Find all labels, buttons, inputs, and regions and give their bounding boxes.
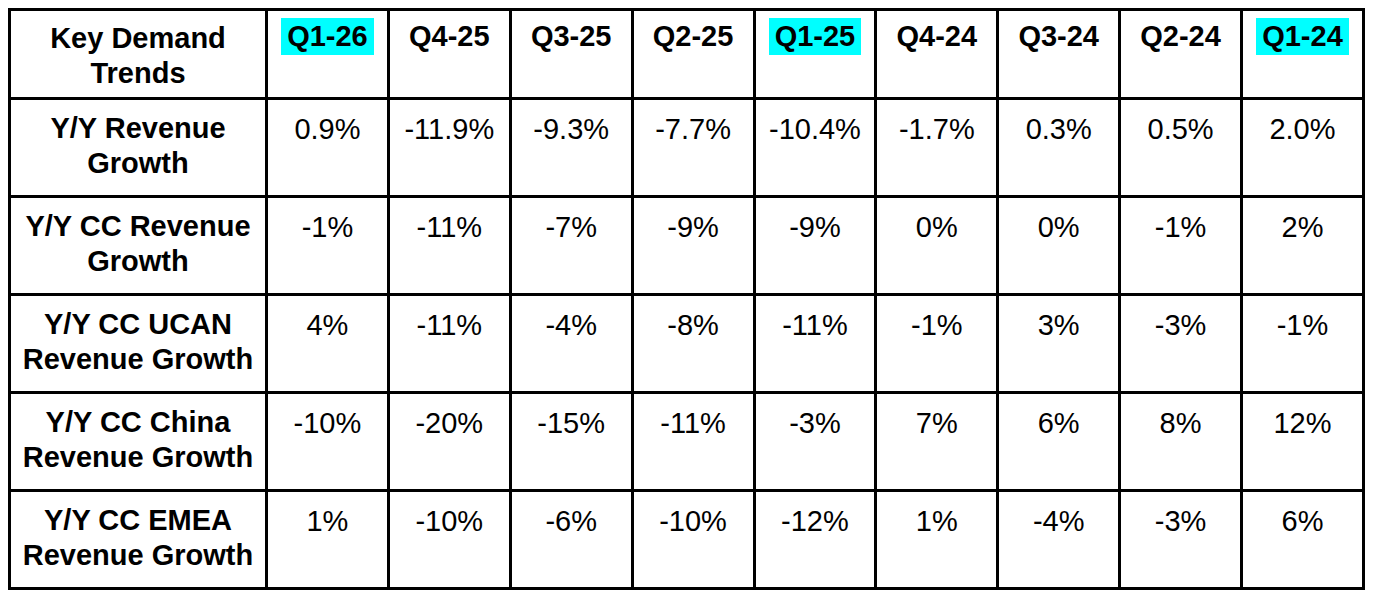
- value-cell: -11%: [754, 295, 876, 393]
- table-row-yy-cc-ucan-revenue-growth: Y/Y CC UCAN Revenue Growth 4% -11% -4% -…: [10, 295, 1364, 393]
- value-cell: 7%: [876, 393, 998, 491]
- column-header-label: Q1-26: [281, 18, 374, 55]
- value-cell: -1%: [267, 197, 389, 295]
- row-label: Y/Y Revenue Growth: [10, 99, 267, 197]
- key-demand-trends-table: Key Demand Trends Q1-26 Q4-25 Q3-25 Q2-2…: [8, 8, 1365, 590]
- table-title-cell: Key Demand Trends: [10, 10, 267, 99]
- column-header-q4-25: Q4-25: [388, 10, 510, 99]
- column-header-q1-26: Q1-26: [267, 10, 389, 99]
- value-cell: 6%: [1242, 491, 1364, 589]
- column-header-label: Q3-24: [1012, 18, 1105, 55]
- value-cell: -11.9%: [388, 99, 510, 197]
- row-label: Y/Y CC EMEA Revenue Growth: [10, 491, 267, 589]
- column-header-q4-24: Q4-24: [876, 10, 998, 99]
- column-header-label: Q1-25: [769, 18, 862, 55]
- table-row-yy-cc-emea-revenue-growth: Y/Y CC EMEA Revenue Growth 1% -10% -6% -…: [10, 491, 1364, 589]
- column-header-q2-24: Q2-24: [1120, 10, 1242, 99]
- column-header-q1-25: Q1-25: [754, 10, 876, 99]
- value-cell: -3%: [1120, 491, 1242, 589]
- column-header-q1-24: Q1-24: [1242, 10, 1364, 99]
- column-header-label: Q1-24: [1256, 18, 1349, 55]
- value-cell: -4%: [510, 295, 632, 393]
- value-cell: 2%: [1242, 197, 1364, 295]
- value-cell: -8%: [632, 295, 754, 393]
- value-cell: 0.5%: [1120, 99, 1242, 197]
- value-cell: -11%: [388, 197, 510, 295]
- table-row-yy-cc-china-revenue-growth: Y/Y CC China Revenue Growth -10% -20% -1…: [10, 393, 1364, 491]
- value-cell: 1%: [876, 491, 998, 589]
- value-cell: 2.0%: [1242, 99, 1364, 197]
- column-header-label: Q4-24: [891, 18, 984, 55]
- value-cell: 3%: [998, 295, 1120, 393]
- table-row-yy-revenue-growth: Y/Y Revenue Growth 0.9% -11.9% -9.3% -7.…: [10, 99, 1364, 197]
- value-cell: -10.4%: [754, 99, 876, 197]
- value-cell: -11%: [388, 295, 510, 393]
- row-label: Y/Y CC UCAN Revenue Growth: [10, 295, 267, 393]
- value-cell: -9.3%: [510, 99, 632, 197]
- header-row: Key Demand Trends Q1-26 Q4-25 Q3-25 Q2-2…: [10, 10, 1364, 99]
- column-header-q2-25: Q2-25: [632, 10, 754, 99]
- value-cell: 6%: [998, 393, 1120, 491]
- value-cell: -6%: [510, 491, 632, 589]
- value-cell: -7.7%: [632, 99, 754, 197]
- value-cell: -1%: [876, 295, 998, 393]
- value-cell: -9%: [754, 197, 876, 295]
- value-cell: -11%: [632, 393, 754, 491]
- column-header-label: Q3-25: [525, 18, 618, 55]
- value-cell: 0.3%: [998, 99, 1120, 197]
- value-cell: 0%: [998, 197, 1120, 295]
- value-cell: -7%: [510, 197, 632, 295]
- column-header-q3-25: Q3-25: [510, 10, 632, 99]
- value-cell: -1%: [1242, 295, 1364, 393]
- column-header-label: Q2-25: [647, 18, 740, 55]
- value-cell: -1%: [1120, 197, 1242, 295]
- table-row-yy-cc-revenue-growth: Y/Y CC Revenue Growth -1% -11% -7% -9% -…: [10, 197, 1364, 295]
- value-cell: 12%: [1242, 393, 1364, 491]
- value-cell: -9%: [632, 197, 754, 295]
- column-header-q3-24: Q3-24: [998, 10, 1120, 99]
- column-header-label: Q4-25: [403, 18, 496, 55]
- value-cell: 0.9%: [267, 99, 389, 197]
- value-cell: -3%: [1120, 295, 1242, 393]
- value-cell: -20%: [388, 393, 510, 491]
- column-header-label: Q2-24: [1134, 18, 1227, 55]
- value-cell: -10%: [388, 491, 510, 589]
- row-label: Y/Y CC China Revenue Growth: [10, 393, 267, 491]
- value-cell: -12%: [754, 491, 876, 589]
- value-cell: 0%: [876, 197, 998, 295]
- value-cell: -10%: [267, 393, 389, 491]
- value-cell: 1%: [267, 491, 389, 589]
- value-cell: -4%: [998, 491, 1120, 589]
- value-cell: -1.7%: [876, 99, 998, 197]
- value-cell: 4%: [267, 295, 389, 393]
- value-cell: -10%: [632, 491, 754, 589]
- row-label: Y/Y CC Revenue Growth: [10, 197, 267, 295]
- value-cell: -15%: [510, 393, 632, 491]
- value-cell: 8%: [1120, 393, 1242, 491]
- value-cell: -3%: [754, 393, 876, 491]
